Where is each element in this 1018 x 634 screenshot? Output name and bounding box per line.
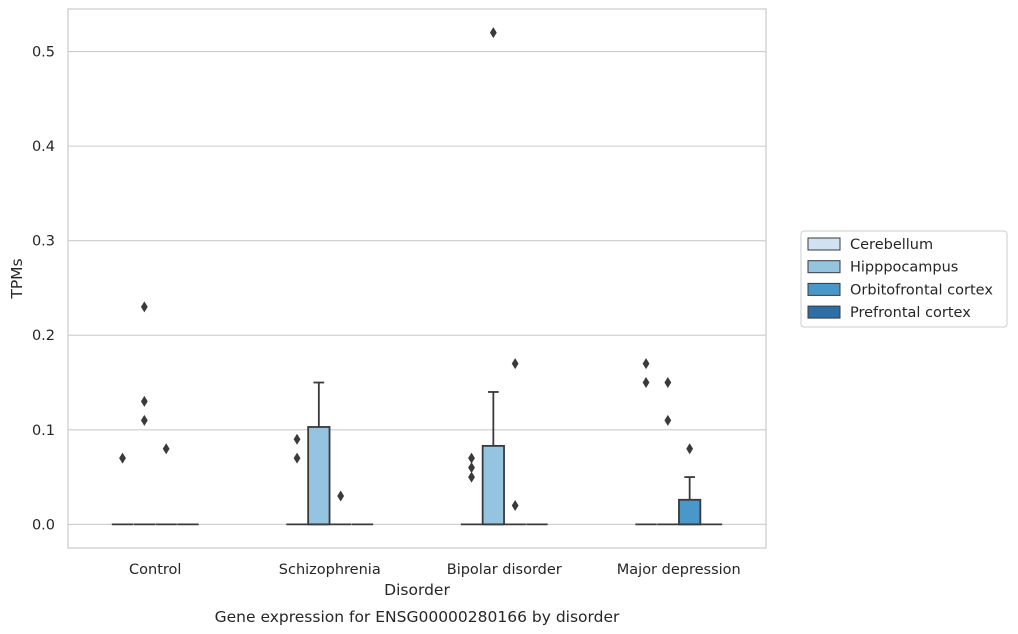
legend: Cerebellum Hipppocampus Orbitofrontal cort… bbox=[800, 230, 1008, 328]
chart-title: Gene expression for ENSG00000280166 by d… bbox=[215, 608, 620, 626]
y-axis-label: TPMs bbox=[8, 258, 26, 299]
outlier-point bbox=[664, 414, 672, 426]
y-tick-label: 0.0 bbox=[32, 517, 55, 533]
legend-item: Orbitofrontal cortex bbox=[807, 282, 993, 298]
outlier-point bbox=[468, 462, 475, 474]
outlier-point bbox=[140, 395, 148, 407]
outlier-point bbox=[468, 452, 475, 464]
outlier-point bbox=[468, 471, 475, 483]
box bbox=[307, 381, 331, 526]
box bbox=[481, 391, 505, 526]
outlier-point bbox=[293, 433, 301, 445]
boxes bbox=[111, 381, 723, 526]
outlier-point bbox=[140, 414, 148, 426]
legend-label: Orbitofrontal cortex bbox=[850, 282, 993, 298]
outlier-point bbox=[511, 358, 519, 370]
legend-label: Prefrontal cortex bbox=[850, 305, 971, 321]
x-tick-label: Schizophrenia bbox=[279, 562, 381, 578]
box-body bbox=[481, 444, 505, 526]
outlier-point bbox=[511, 499, 519, 511]
y-tick-label: 0.3 bbox=[32, 234, 55, 250]
outlier-point bbox=[162, 443, 170, 455]
legend-item: Prefrontal cortex bbox=[807, 305, 971, 321]
y-tick-label: 0.4 bbox=[32, 139, 55, 155]
x-tick-label: Bipolar disorder bbox=[447, 562, 562, 578]
legend-label: Cerebellum bbox=[850, 237, 933, 253]
legend-swatch bbox=[807, 260, 841, 274]
legend-swatch bbox=[807, 282, 841, 296]
outlier-point bbox=[686, 443, 694, 455]
gridlines bbox=[68, 51, 766, 525]
legend-swatch bbox=[807, 305, 841, 319]
outlier-point bbox=[119, 452, 126, 464]
outlier-point bbox=[642, 377, 650, 389]
outlier-point bbox=[140, 301, 148, 313]
legend-frame bbox=[800, 230, 1008, 328]
outlier-point bbox=[337, 490, 345, 502]
outlier-point bbox=[642, 358, 650, 370]
x-axis-label: Disorder bbox=[384, 581, 450, 599]
outlier-point bbox=[664, 377, 672, 389]
x-tick-label: Major depression bbox=[617, 562, 741, 578]
outliers bbox=[119, 27, 694, 511]
box-body bbox=[678, 498, 702, 526]
x-tick-labels: Control Schizophrenia Bipolar disorder Majo… bbox=[129, 562, 741, 578]
outlier-point bbox=[489, 27, 497, 39]
legend-label: Hipppocampus bbox=[850, 260, 958, 276]
legend-item: Cerebellum bbox=[807, 237, 933, 253]
y-tick-label: 0.2 bbox=[32, 328, 55, 344]
outlier-point bbox=[293, 452, 301, 464]
plot-frame bbox=[67, 8, 767, 549]
y-tick-label: 0.1 bbox=[32, 423, 55, 439]
box-body bbox=[307, 426, 331, 526]
legend-items: Cerebellum Hipppocampus Orbitofrontal cort… bbox=[807, 237, 993, 321]
y-tick-labels: 0.0 0.1 0.2 0.3 0.4 0.5 bbox=[32, 45, 55, 534]
x-tick-label: Control bbox=[129, 562, 181, 578]
legend-item: Hipppocampus bbox=[807, 260, 958, 276]
legend-swatch bbox=[807, 237, 841, 251]
y-tick-label: 0.5 bbox=[32, 45, 55, 61]
box bbox=[678, 476, 702, 526]
